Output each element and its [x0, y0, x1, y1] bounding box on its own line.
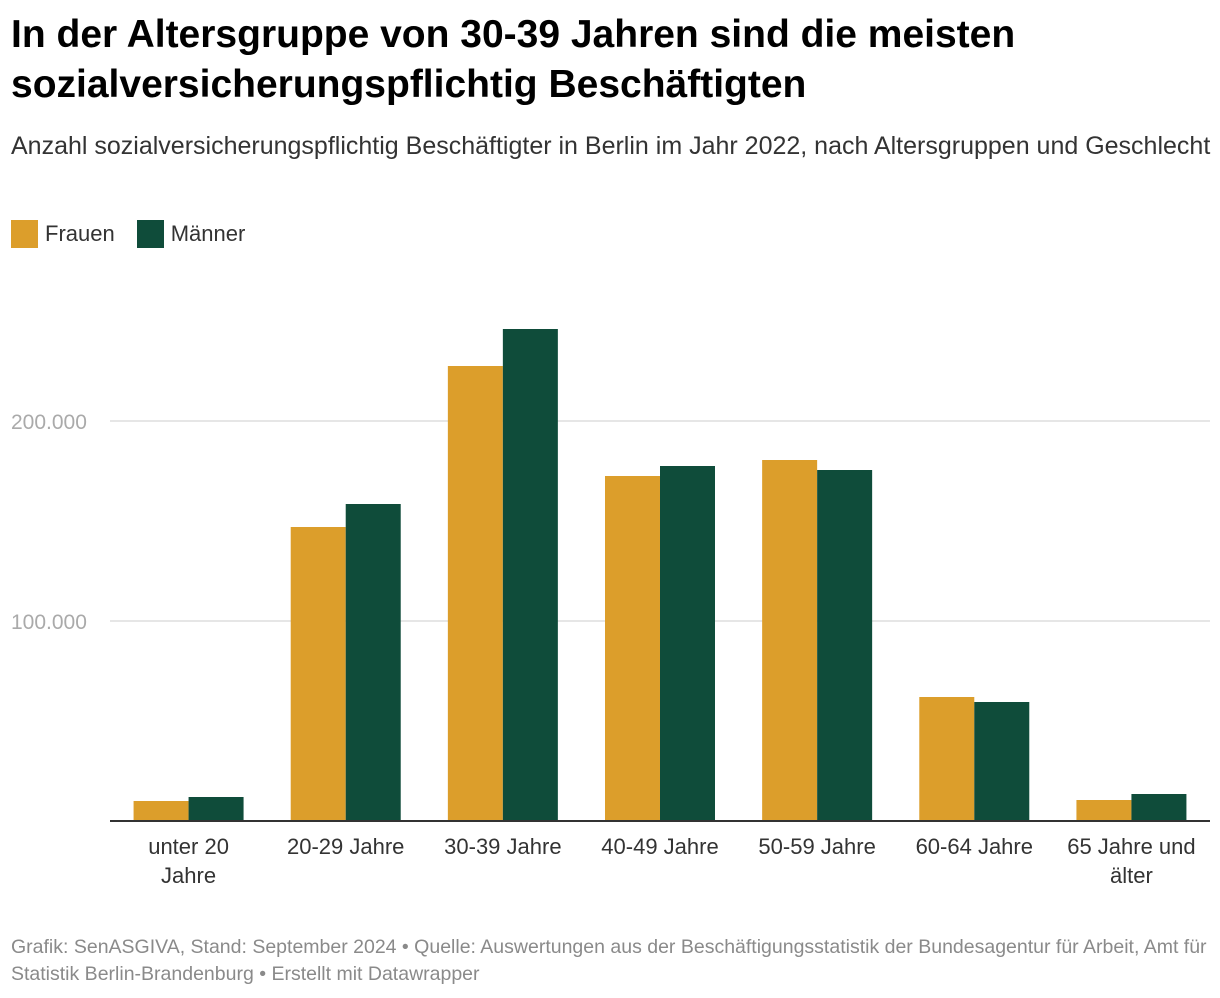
bar-frauen-4 [762, 460, 818, 821]
x-tick-label-5: 60-64 Jahre [916, 834, 1033, 859]
bar-maenner-2 [502, 329, 558, 821]
x-tick-label-1: 20-29 Jahre [287, 834, 404, 859]
chart-title: In der Altersgruppe von 30-39 Jahren sin… [11, 13, 1016, 106]
bar-maenner-4 [817, 470, 873, 821]
x-tick-label-line: 65 Jahre und [1067, 834, 1195, 859]
y-tick-label-0: 100.000 [11, 611, 87, 634]
x-tick-label-line: älter [1110, 863, 1153, 888]
y-tick-label-1: 200.000 [11, 411, 87, 434]
bar-maenner-0 [188, 797, 244, 821]
x-tick-label-line: 40-49 Jahre [601, 834, 718, 859]
legend-swatch-frauen [11, 220, 38, 248]
bar-maenner-6 [1131, 794, 1187, 821]
bar-frauen-2 [447, 366, 503, 821]
bar-frauen-0 [133, 801, 189, 821]
bar-frauen-1 [290, 527, 346, 821]
bar-frauen-6 [1076, 800, 1132, 821]
footer-source: Grafik: SenASGIVA, Stand: September 2024… [11, 936, 1207, 985]
x-tick-label-line: 60-64 Jahre [916, 834, 1033, 859]
x-tick-label-2: 30-39 Jahre [444, 834, 561, 859]
x-tick-label-3: 40-49 Jahre [601, 834, 718, 859]
bar-maenner-1 [345, 504, 401, 821]
x-tick-label-line: unter 20 [148, 834, 229, 859]
x-tick-label-line: 30-39 Jahre [444, 834, 561, 859]
x-tick-label-line: 20-29 Jahre [287, 834, 404, 859]
legend-label-frauen: Frauen [45, 221, 115, 246]
x-tick-label-6: 65 Jahre und älter [1067, 834, 1195, 888]
bar-maenner-5 [974, 702, 1030, 821]
legend-label-maenner: Männer [170, 221, 246, 246]
legend-swatch-maenner [136, 220, 164, 248]
x-tick-label-line: 50-59 Jahre [758, 834, 875, 859]
x-tick-label-line: Jahre [161, 863, 216, 888]
legend-item-frauen: Frauen [11, 220, 115, 248]
legend: Frauen Männer [11, 220, 245, 248]
chart-subtitle: Anzahl sozialversicherungspflichtig Besc… [11, 132, 1211, 160]
bar-maenner-3 [660, 466, 715, 821]
x-tick-label-0: unter 20 Jahre [148, 834, 229, 888]
legend-item-maenner: Männer [136, 220, 246, 248]
x-tick-label-4: 50-59 Jahre [758, 834, 875, 859]
bar-frauen-3 [605, 476, 660, 821]
bar-frauen-5 [919, 697, 975, 821]
